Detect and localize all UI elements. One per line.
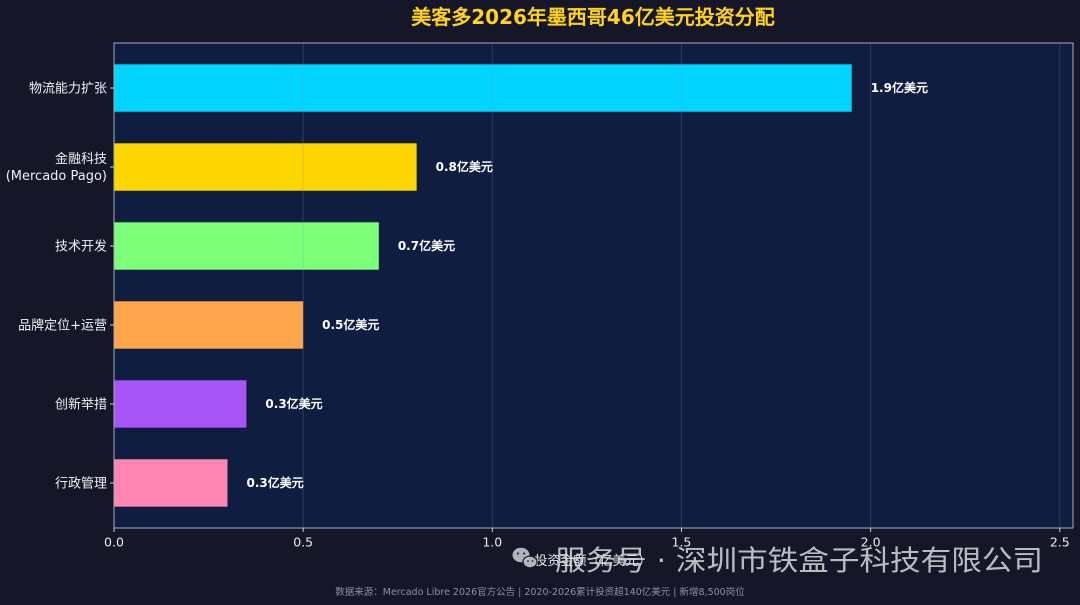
x-tick-label: 2.5 <box>1050 535 1070 550</box>
watermark-text: 服务号 · 深圳市铁盒子科技有限公司 <box>555 544 1043 577</box>
plot-area <box>114 43 1073 528</box>
bar <box>114 64 852 112</box>
y-tick-label: 品牌定位+运营 <box>18 318 107 334</box>
x-axis-label: 投资金额（亿美元） <box>534 553 651 569</box>
y-tick-label: 行政管理 <box>55 477 107 492</box>
bar <box>114 459 228 507</box>
watermark: 服务号 · 深圳市铁盒子科技有限公司 <box>512 544 1043 577</box>
bars-group <box>114 64 852 507</box>
data-label: 0.3亿美元 <box>246 475 303 490</box>
x-tick-label: 1.0 <box>482 535 502 550</box>
grid-lines <box>302 43 1061 528</box>
wechat-icon <box>512 547 538 569</box>
y-tick-label: 技术开发 <box>55 239 107 255</box>
y-tick-label: 创新举措 <box>55 397 107 413</box>
data-label: 0.3亿美元 <box>265 396 322 411</box>
data-label: 1.9亿美元 <box>871 80 928 95</box>
data-label: 0.5亿美元 <box>322 317 379 332</box>
chart-title: 美客多2026年墨西哥46亿美元投资分配 <box>411 5 775 29</box>
data-labels-group: 1.9亿美元 0.8亿美元 0.7亿美元 0.5亿美元 0.3亿美元 0.3亿美元 <box>246 80 927 490</box>
bar <box>114 143 417 191</box>
x-axis: 0.0 0.5 1.0 1.5 2.0 2.5 <box>104 528 1070 550</box>
x-tick-label: 0.5 <box>293 535 313 550</box>
y-tick-label: 物流能力扩张 <box>29 82 107 97</box>
data-label: 0.7亿美元 <box>398 238 455 253</box>
x-tick-label: 2.0 <box>861 535 881 550</box>
x-tick-label: 0.0 <box>104 535 124 550</box>
bar <box>114 380 247 428</box>
data-label: 0.8亿美元 <box>436 159 493 174</box>
bar <box>114 301 304 349</box>
data-source-note: 数据来源：Mercado Libre 2026官方公告 | 2020-2026累… <box>335 586 745 598</box>
y-tick-label: 金融科技(Mercado Pago) <box>6 151 107 184</box>
plot-border <box>113 42 1074 529</box>
bar <box>114 222 379 270</box>
x-tick-label: 1.5 <box>672 535 692 550</box>
